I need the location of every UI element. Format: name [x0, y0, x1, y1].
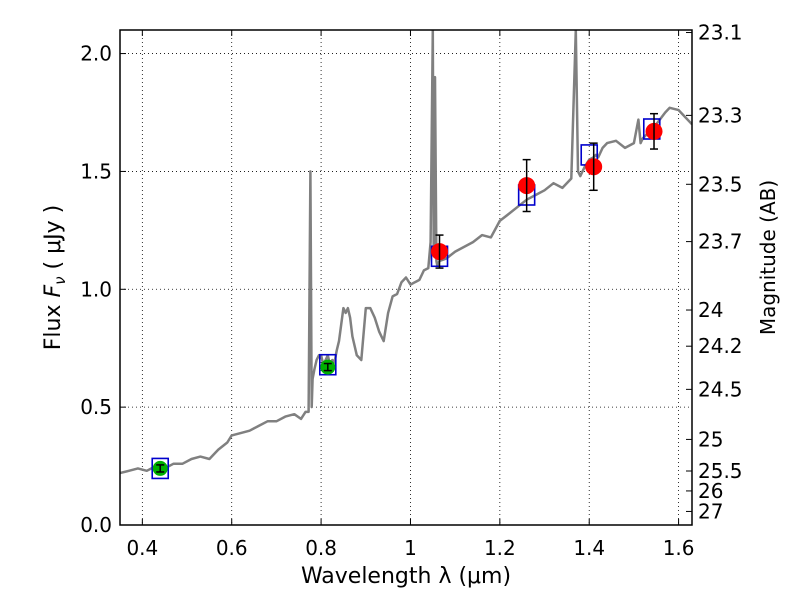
y2-tick-label: 23.1	[698, 21, 743, 45]
x-tick-label: 0.6	[216, 536, 248, 560]
x-axis-label: Wavelength λ (μm)	[301, 564, 511, 589]
y-axis-label: Flux Fν ( μJy )	[41, 205, 69, 350]
y-tick-label: 1.0	[80, 277, 112, 301]
x-tick-label: 0.4	[126, 536, 158, 560]
plot-area	[120, 30, 692, 480]
y-axis-label-symbol: F	[41, 284, 66, 297]
plot-frame	[119, 29, 693, 526]
y2-tick-label: 27	[698, 499, 723, 523]
x-tick-label: 1.2	[484, 536, 516, 560]
y2-tick-label: 25.5	[698, 459, 743, 483]
y2-tick-label: 24	[698, 298, 723, 322]
x-tick-label: 1	[404, 536, 417, 560]
y-axis-label-prefix: Flux	[41, 297, 66, 350]
y2-tick-label: 24.5	[698, 377, 743, 401]
y-axis-label-units: ( μJy )	[41, 205, 66, 277]
y-tick-label: 0.0	[80, 513, 112, 537]
y2-tick-label: 25	[698, 427, 723, 451]
y2-tick-label: 24.2	[698, 334, 743, 358]
y2-tick-label: 23.5	[698, 172, 743, 196]
y-tick-label: 2.0	[80, 42, 112, 66]
y2-axis-label: Magnitude (AB)	[756, 180, 780, 335]
x-tick-label: 0.8	[305, 536, 337, 560]
model-photometry-box	[151, 457, 170, 480]
y-tick-label: 0.5	[80, 395, 112, 419]
y2-tick-label: 26	[698, 479, 723, 503]
x-tick-label: 1.4	[573, 536, 605, 560]
x-axis-ticks: 0.4 0.6 0.8 1 1.2 1.4 1.6	[126, 30, 695, 560]
model-spectrum-line	[120, 30, 692, 475]
y2-tick-label: 23.3	[698, 103, 743, 127]
y-tick-label: 1.5	[80, 159, 112, 183]
y2-tick-label: 23.7	[698, 230, 743, 254]
x-tick-label: 1.6	[663, 536, 695, 560]
model-photometry-box	[318, 353, 337, 376]
y-axis-ticks: 0.0 0.5 1.0 1.5 2.0	[80, 42, 126, 537]
y-axis-label-subscript: ν	[51, 276, 69, 284]
